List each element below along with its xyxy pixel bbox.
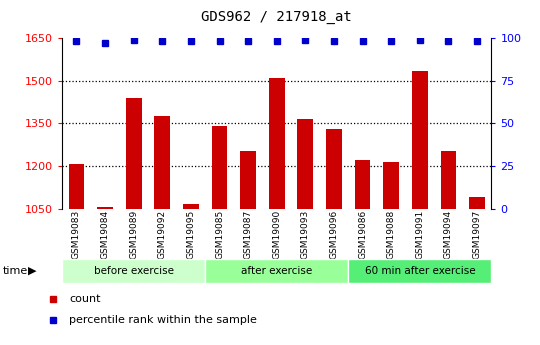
Text: GSM19089: GSM19089	[129, 210, 138, 259]
Bar	[69, 164, 84, 209]
Text: GSM19083: GSM19083	[72, 210, 81, 259]
Bar	[126, 98, 141, 209]
Bar	[383, 162, 399, 209]
Text: GSM19097: GSM19097	[472, 210, 482, 259]
Bar	[348, 259, 491, 283]
Text: 60 min after exercise: 60 min after exercise	[364, 266, 475, 276]
Bar	[412, 71, 428, 209]
Text: GSM19084: GSM19084	[100, 210, 110, 259]
Text: GSM19086: GSM19086	[358, 210, 367, 259]
Text: GSM19087: GSM19087	[244, 210, 253, 259]
Bar	[205, 259, 348, 283]
Bar	[212, 126, 227, 209]
Bar	[355, 160, 370, 209]
Text: time: time	[3, 266, 28, 276]
Bar	[97, 207, 113, 209]
Bar	[154, 116, 170, 209]
Bar	[326, 129, 342, 209]
Text: percentile rank within the sample: percentile rank within the sample	[69, 315, 257, 325]
Bar	[240, 151, 256, 209]
Text: GSM19093: GSM19093	[301, 210, 310, 259]
Text: GDS962 / 217918_at: GDS962 / 217918_at	[201, 10, 352, 24]
Bar	[298, 119, 313, 209]
Bar	[441, 151, 456, 209]
Text: GSM19094: GSM19094	[444, 210, 453, 259]
Text: count: count	[69, 294, 101, 304]
Bar	[183, 205, 199, 209]
Text: GSM19095: GSM19095	[186, 210, 195, 259]
Bar	[269, 78, 285, 209]
Bar	[469, 197, 485, 209]
Text: ▶: ▶	[28, 266, 37, 276]
Bar	[62, 259, 205, 283]
Text: after exercise: after exercise	[241, 266, 312, 276]
Text: GSM19092: GSM19092	[158, 210, 167, 259]
Text: GSM19090: GSM19090	[272, 210, 281, 259]
Text: before exercise: before exercise	[93, 266, 174, 276]
Text: GSM19088: GSM19088	[387, 210, 396, 259]
Text: GSM19096: GSM19096	[329, 210, 339, 259]
Text: GSM19085: GSM19085	[215, 210, 224, 259]
Text: GSM19091: GSM19091	[415, 210, 424, 259]
